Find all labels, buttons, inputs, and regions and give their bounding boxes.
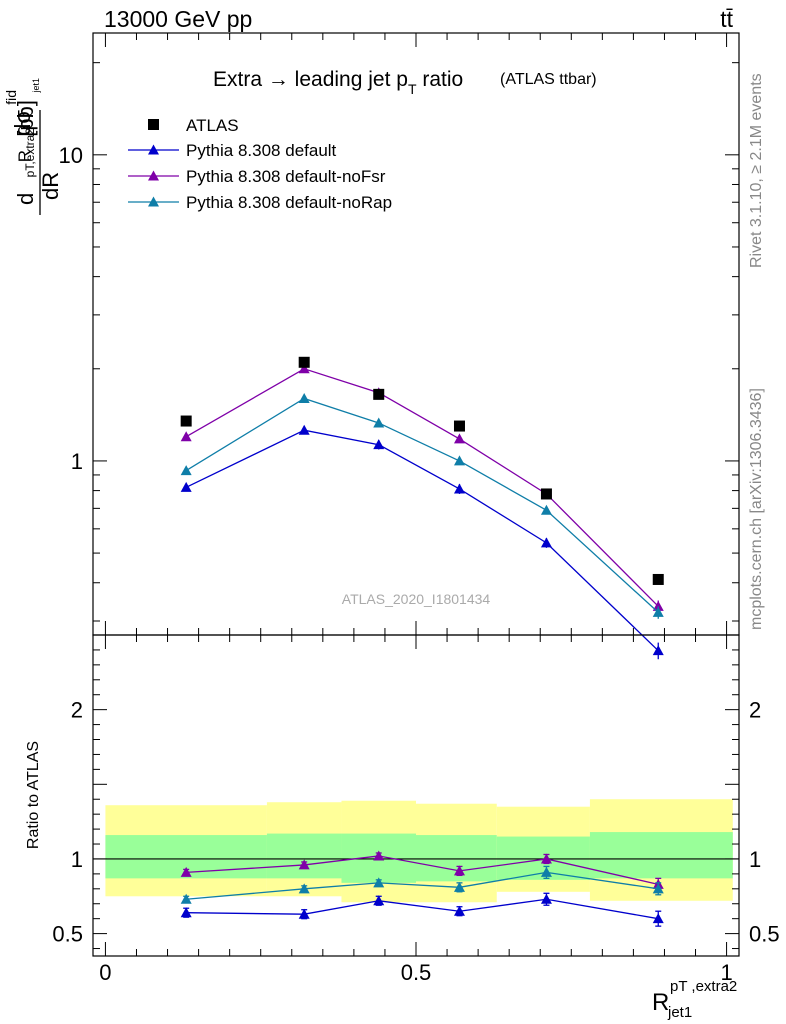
ratio-line bbox=[186, 855, 659, 885]
data-point bbox=[453, 420, 465, 432]
svg-text:jet1: jet1 bbox=[31, 78, 41, 94]
svg-text:dσ: dσ bbox=[10, 110, 35, 136]
ratio-point bbox=[540, 893, 552, 904]
series-point bbox=[373, 439, 385, 450]
x-tick-label: 1 bbox=[720, 960, 732, 985]
ratio-point bbox=[373, 877, 385, 888]
analysis-label: ATLAS_2020_I1801434 bbox=[342, 591, 491, 607]
process-label: tt̄ bbox=[720, 6, 733, 32]
series-point bbox=[540, 537, 552, 548]
stat-uncertainty-band bbox=[589, 832, 733, 879]
series-point bbox=[298, 363, 310, 374]
ratio-point bbox=[453, 881, 465, 892]
main-y-axis-label: d dσ fid R pT,extra2 jet1 dR [pb] bbox=[3, 78, 63, 215]
energy-label: 13000 GeV pp bbox=[104, 6, 252, 32]
ratio-y-tick-label-right: 0.5 bbox=[749, 922, 780, 947]
legend-entry: Pythia 8.308 default-noFsr bbox=[186, 167, 386, 186]
series-point bbox=[180, 431, 192, 442]
data-point bbox=[540, 488, 552, 500]
ratio-point bbox=[453, 865, 465, 876]
main-plot-marks bbox=[180, 356, 664, 660]
ratio-point bbox=[540, 853, 552, 864]
ratio-point bbox=[180, 893, 192, 904]
series-line bbox=[185, 368, 659, 607]
series-point bbox=[180, 465, 192, 476]
series-point bbox=[298, 424, 310, 435]
svg-text:dR: dR bbox=[38, 172, 63, 200]
series-point bbox=[453, 433, 465, 444]
svg-text:pT ,extra2: pT ,extra2 bbox=[670, 978, 737, 995]
ratio-y-tick-label: 0.5 bbox=[52, 922, 83, 947]
series-line bbox=[185, 397, 659, 613]
x-tick-label: 0.5 bbox=[401, 960, 432, 985]
legend-marker bbox=[148, 119, 159, 130]
ratio-y-tick-label-right: 1 bbox=[749, 847, 761, 872]
ratio-plot-marks bbox=[180, 850, 664, 927]
ratio-point bbox=[298, 883, 310, 894]
plot-subtitle: (ATLAS ttbar) bbox=[500, 71, 597, 88]
data-point bbox=[298, 356, 310, 368]
ratio-point bbox=[652, 913, 664, 924]
legend-entry: Pythia 8.308 default bbox=[186, 141, 337, 160]
ratio-point bbox=[652, 883, 664, 894]
ratio-axis-ticks: 0.5 0.5 1 1 2 2 0 0.5 1 bbox=[52, 634, 780, 985]
ratio-point bbox=[180, 907, 192, 918]
legend-entry: Pythia 8.308 default-noRap bbox=[186, 193, 392, 212]
ratio-uncertainty-bands bbox=[93, 799, 739, 903]
series-point bbox=[652, 606, 664, 617]
ratio-y-tick-label: 2 bbox=[71, 698, 83, 723]
legend-entry: ATLAS bbox=[186, 116, 239, 135]
data-point bbox=[180, 415, 192, 427]
series-point bbox=[652, 600, 664, 611]
ratio-line bbox=[186, 898, 659, 920]
x-axis-label: R pT ,extra2 jet1 bbox=[652, 978, 737, 1021]
ratio-y-axis-label: Ratio to ATLAS bbox=[25, 741, 42, 849]
ratio-point bbox=[298, 908, 310, 919]
legend: ATLAS Pythia 8.308 default Pythia 8.308 de… bbox=[128, 116, 392, 212]
legend-marker bbox=[148, 144, 159, 155]
svg-text:pT,extra2: pT,extra2 bbox=[23, 128, 37, 178]
legend-marker bbox=[148, 170, 159, 181]
ratio-y-tick-label: 1 bbox=[71, 847, 83, 872]
svg-text:fid: fid bbox=[3, 90, 19, 105]
ratio-point bbox=[453, 905, 465, 916]
legend-marker bbox=[148, 196, 159, 207]
svg-text:d: d bbox=[13, 193, 38, 205]
y-tick-label: 10 bbox=[59, 143, 83, 168]
svg-text:[pb]: [pb] bbox=[13, 100, 38, 137]
rivet-label: Rivet 3.1.10, ≥ 2.1M events bbox=[748, 73, 765, 268]
site-label: mcplots.cern.ch [arXiv:1306.3436] bbox=[748, 388, 765, 630]
ratio-plot-frame bbox=[92, 634, 740, 957]
series-point bbox=[540, 504, 552, 515]
svg-text:R: R bbox=[652, 989, 669, 1016]
series-point bbox=[652, 645, 664, 656]
svg-text:R: R bbox=[15, 150, 34, 162]
ratio-point bbox=[298, 859, 310, 870]
ratio-point bbox=[540, 866, 552, 877]
series-point bbox=[453, 455, 465, 466]
ratio-point bbox=[373, 850, 385, 861]
data-point bbox=[373, 388, 385, 400]
stat-uncertainty-band bbox=[266, 833, 342, 879]
series-point bbox=[453, 483, 465, 494]
main-axis-ticks: 1 10 bbox=[59, 33, 739, 635]
svg-text:jet1: jet1 bbox=[667, 1004, 692, 1021]
plot-title: Extra → leading jet pT ratio bbox=[213, 68, 463, 97]
ratio-line bbox=[186, 871, 659, 900]
ratio-point bbox=[180, 866, 192, 877]
series-point bbox=[298, 392, 310, 403]
ratio-y-tick-label-right: 2 bbox=[749, 698, 761, 723]
y-tick-label: 1 bbox=[71, 449, 83, 474]
ratio-point bbox=[373, 895, 385, 906]
series-line bbox=[185, 429, 659, 652]
data-point bbox=[652, 573, 664, 585]
series-point bbox=[373, 417, 385, 428]
x-tick-label: 0 bbox=[99, 960, 111, 985]
series-point bbox=[180, 481, 192, 492]
